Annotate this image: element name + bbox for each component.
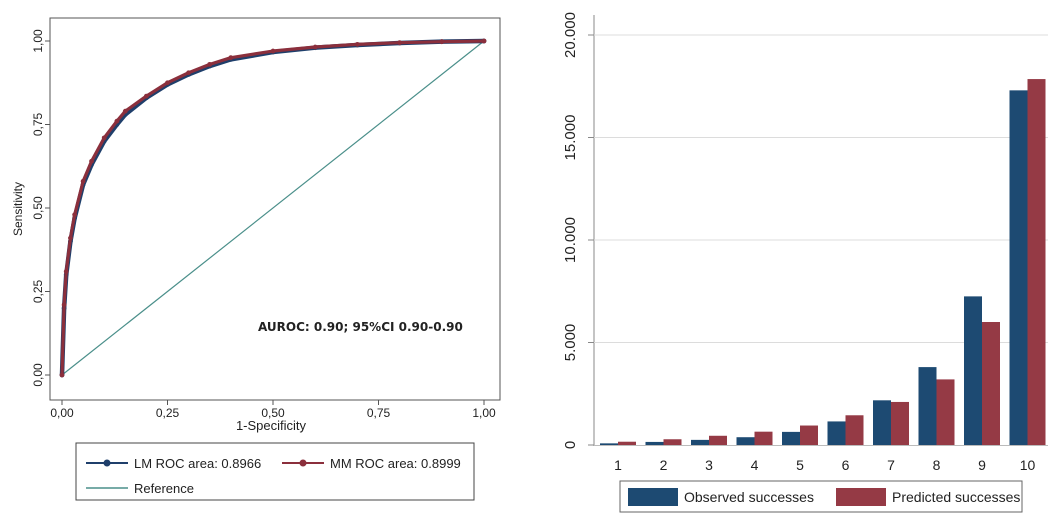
roc-mm-point — [355, 41, 360, 47]
bar-x-tick-label: 10 — [1020, 457, 1036, 473]
roc-y-tick-label: 1,00 — [31, 29, 45, 53]
roc-mm-point — [114, 118, 120, 124]
roc-mm-point — [68, 235, 73, 241]
roc-mm-point — [59, 372, 65, 378]
roc-y-axis-label: Sensitivity — [11, 182, 25, 236]
bar-observed — [827, 421, 846, 445]
roc-x-tick-label: 0,50 — [261, 406, 285, 420]
roc-mm-point — [165, 80, 170, 86]
bar-y-tick-label: 20.000 — [562, 12, 579, 58]
roc-mm-point — [122, 108, 128, 114]
roc-mm-point — [439, 39, 445, 45]
roc-mm-point — [228, 55, 234, 61]
bar-y-tick-label: 5.000 — [562, 324, 579, 362]
bar-x-tick-label: 6 — [842, 457, 850, 473]
roc-mm-point — [89, 158, 94, 164]
bar-y-tick-label: 10.000 — [562, 217, 579, 263]
roc-mm-point — [72, 212, 78, 218]
roc-reference-line — [61, 40, 485, 376]
bar-observed — [873, 400, 891, 445]
bar-x-tick-label: 2 — [660, 457, 668, 473]
bar-x-tick-label: 5 — [796, 457, 804, 473]
bar-predicted — [891, 401, 909, 445]
bar-predicted — [936, 379, 955, 445]
bar-observed — [918, 367, 937, 445]
roc-mm-point — [144, 93, 149, 99]
legend-predicted-swatch — [836, 488, 886, 506]
roc-mm-point — [101, 135, 107, 141]
roc-mm-point — [207, 61, 213, 67]
bar-x-tick-label: 8 — [933, 457, 941, 473]
roc-x-tick-label: 1,00 — [472, 406, 496, 420]
bar-predicted — [709, 435, 727, 445]
roc-y-tick-label: 0,25 — [31, 279, 45, 303]
bar-x-tick-label: 7 — [887, 457, 895, 473]
bar-x-tick-label: 1 — [614, 457, 622, 473]
roc-legend-reference: Reference — [134, 481, 194, 496]
roc-mm-point — [61, 302, 67, 308]
roc-plot-area — [49, 17, 501, 401]
bar-predicted — [845, 415, 864, 445]
roc-legend-mm: MM ROC area: 0.8999 — [330, 456, 461, 471]
bar-predicted — [663, 439, 682, 445]
roc-chart: 0,00 0,25 0,50 0,75 1,00 0,00 0,25 0,50 0,75 1,00… — [0, 0, 520, 515]
roc-mm-point — [481, 38, 487, 44]
bar-predicted — [1027, 79, 1046, 445]
legend-predicted-label: Predicted successes — [892, 489, 1020, 505]
legend-observed-swatch — [628, 488, 678, 506]
bar-predicted — [754, 431, 773, 445]
bar-predicted — [618, 441, 636, 445]
bar-x-tick-label: 9 — [978, 457, 986, 473]
roc-legend-lm: LM ROC area: 0.8966 — [134, 456, 261, 471]
roc-mm-point — [63, 269, 69, 274]
roc-mm-point — [186, 70, 192, 76]
roc-mm-point — [312, 44, 318, 50]
bar-y-tick-label: 0 — [562, 441, 579, 449]
roc-annotation: AUROC: 0.90; 95%CI 0.90-0.90 — [258, 320, 463, 334]
bar-observed — [600, 443, 618, 445]
bar-observed — [1009, 90, 1028, 445]
roc-mm-point — [80, 178, 86, 184]
bar-observed — [782, 431, 800, 445]
bar-x-tick-label: 3 — [705, 457, 713, 473]
bar-predicted — [982, 322, 1000, 445]
roc-y-tick-label: 0,75 — [31, 112, 45, 136]
bar-observed — [645, 441, 664, 445]
roc-mm-point — [397, 40, 402, 46]
roc-y-tick-label: 0,00 — [31, 363, 45, 387]
bar-observed — [964, 296, 982, 445]
bar-predicted — [800, 425, 818, 445]
bar-observed — [691, 439, 709, 445]
roc-mm-point — [270, 48, 276, 54]
roc-x-axis-label: 1-Specificity — [236, 418, 307, 433]
bar-observed — [736, 437, 755, 445]
bar-y-tick-label: 15.000 — [562, 115, 579, 161]
roc-legend: LM ROC area: 0.8966 MM ROC area: 0.8999 … — [75, 442, 475, 501]
roc-x-tick-label: 0,25 — [156, 406, 180, 420]
bar-legend: Observed successes Predicted successes — [619, 480, 1023, 513]
roc-x-tick-label: 0,75 — [367, 406, 391, 420]
roc-y-tick-label: 0,50 — [31, 196, 45, 220]
roc-x-tick-label: 0,00 — [50, 406, 74, 420]
bar-x-tick-label: 4 — [751, 457, 759, 473]
legend-observed-label: Observed successes — [684, 489, 814, 505]
